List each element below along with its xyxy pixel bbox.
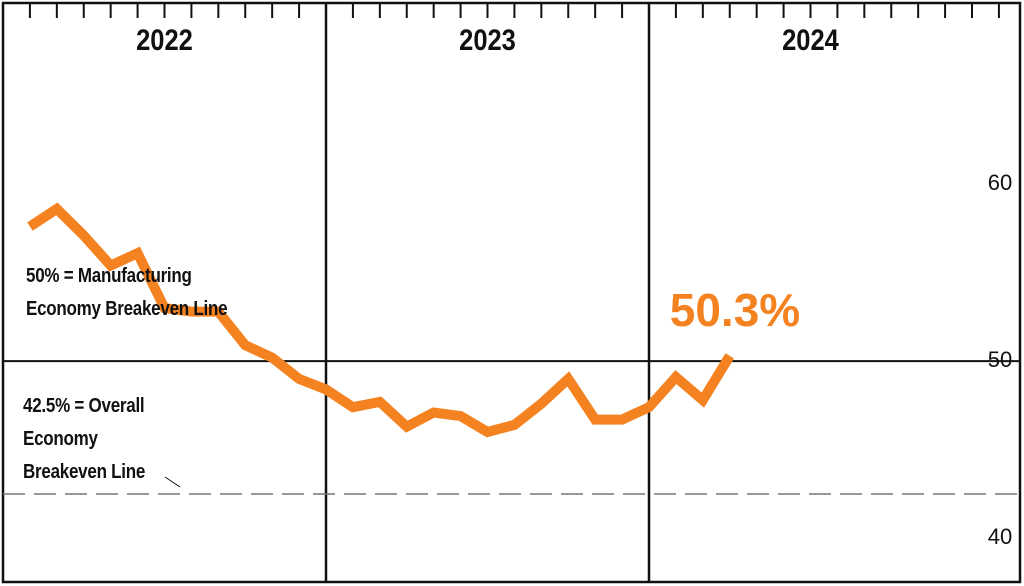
year-label: 2024: [782, 23, 839, 56]
y-tick-label: 60: [988, 170, 1012, 195]
y-tick-label: 50: [988, 347, 1012, 372]
value-label: 50.3%: [670, 284, 800, 336]
y-tick-label: 40: [988, 524, 1012, 549]
data-line: [27, 202, 735, 438]
year-label: 2022: [136, 23, 193, 56]
leader: [164, 476, 181, 488]
year-label: 2023: [459, 23, 516, 56]
ref-label: 50% = Manufacturing Economy Breakeven Li…: [26, 265, 228, 320]
ref-label: 42.5% = Overall Economy Breakeven Line: [23, 395, 146, 483]
